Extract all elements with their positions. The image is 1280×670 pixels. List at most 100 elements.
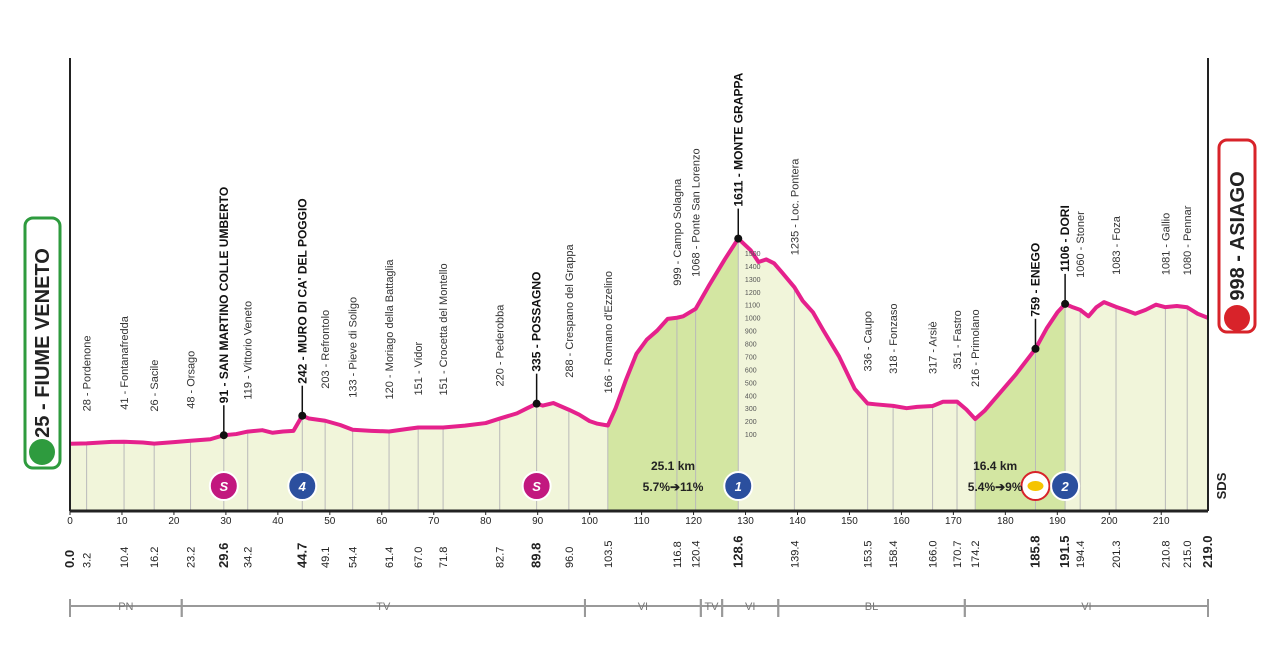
waypoint-label: 336 - Caupo	[863, 311, 875, 372]
badge-label: 2	[1060, 479, 1069, 494]
waypoint-km: 10.4	[119, 547, 131, 568]
badge-label: S	[219, 479, 228, 494]
waypoint-label: 203 - Refrontolo	[320, 310, 332, 389]
climb-length: 16.4 km	[973, 459, 1017, 473]
waypoint-km: 23.2	[186, 547, 198, 568]
waypoint-km: 174.2	[970, 540, 982, 568]
waypoint-label: 133 - Pieve di Soligo	[348, 297, 360, 398]
endpoint-km: 219.0	[1200, 535, 1215, 568]
waypoint-km: 191.5	[1057, 535, 1072, 568]
climb-area	[975, 303, 1066, 511]
y-tick-label: 1200	[745, 290, 761, 297]
x-tick-label: 30	[220, 516, 232, 527]
waypoint-dot	[1061, 299, 1070, 308]
y-tick-label: 1300	[745, 277, 761, 284]
waypoint-km: 54.4	[348, 547, 360, 568]
x-tick-label: 170	[945, 516, 962, 527]
badge	[723, 471, 754, 501]
waypoint-label: 1235 - Loc. Pontera	[789, 158, 801, 256]
badge	[287, 471, 318, 501]
waypoint-label: 151 - Crocetta del Montello	[438, 263, 450, 395]
x-tick-label: 90	[532, 516, 544, 527]
waypoint-km: 210.8	[1160, 540, 1172, 568]
waypoint-km: 89.8	[529, 543, 544, 568]
waypoint-label: 242 - MURO DI CA' DEL POGGIO	[295, 198, 309, 383]
y-tick-label: 1500	[745, 251, 761, 258]
y-tick-label: 900	[745, 329, 757, 336]
waypoint-km: 3.2	[82, 553, 94, 568]
climb-length: 25.1 km	[651, 459, 695, 473]
waypoint-km: 215.0	[1182, 540, 1194, 568]
region-label: TV	[376, 601, 391, 613]
finish-icon	[1224, 305, 1250, 331]
x-tick-label: 60	[376, 516, 388, 527]
x-tick-label: 40	[272, 516, 284, 527]
x-tick-label: 190	[1049, 516, 1066, 527]
y-tick-label: 100	[745, 432, 757, 439]
waypoint-dot	[532, 399, 541, 408]
endpoint-km: 0.0	[62, 550, 77, 568]
waypoint-km: 201.3	[1111, 540, 1123, 568]
waypoint-label: 216 - Primolano	[970, 309, 982, 387]
waypoint-km: 185.8	[1027, 535, 1042, 568]
waypoint-label: 91 - SAN MARTINO COLLE UMBERTO	[217, 187, 231, 403]
waypoint-label: 120 - Moriago della Battaglia	[384, 259, 396, 400]
badge-logo	[1027, 481, 1044, 491]
x-tick-label: 210	[1153, 516, 1170, 527]
x-tick-label: 140	[789, 516, 806, 527]
finish-box	[1217, 138, 1257, 334]
waypoint-km: 61.4	[384, 547, 396, 568]
region-label: VI	[638, 601, 648, 613]
logo: SDS	[1214, 472, 1229, 499]
waypoint-label: 26 - Sacile	[149, 360, 161, 412]
climb-gradient: 5.7%➔11%	[643, 480, 704, 494]
waypoint-dot	[1031, 344, 1040, 353]
x-tick-label: 20	[168, 516, 180, 527]
waypoint-label: 318 - Fonzaso	[888, 304, 900, 374]
x-tick-label: 110	[634, 516, 650, 527]
waypoint-km: 67.0	[413, 547, 425, 568]
y-tick-label: 500	[745, 380, 757, 387]
waypoint-km: 139.4	[789, 540, 801, 568]
waypoint-label: 1611 - MONTE GRAPPA	[731, 72, 745, 206]
y-tick-label: 1400	[745, 264, 761, 271]
waypoint-label: 220 - Pederobba	[495, 304, 507, 387]
start-icon	[29, 439, 55, 465]
waypoint-km: 96.0	[564, 547, 576, 568]
y-tick-label: 800	[745, 342, 757, 349]
x-tick-label: 180	[997, 516, 1014, 527]
profile-line	[69, 236, 1209, 446]
waypoint-label: 48 - Orsago	[186, 351, 198, 409]
waypoint-label: 351 - Fastro	[952, 310, 964, 369]
finish-label: 998 - ASIAGO	[1227, 171, 1249, 300]
waypoint-label: 759 - ENEGO	[1028, 243, 1042, 317]
waypoint-km: 194.4	[1075, 540, 1087, 568]
waypoint-dot	[734, 234, 743, 243]
waypoint-km: 82.7	[495, 547, 507, 568]
waypoint-label: 1106 - DORI	[1058, 205, 1072, 272]
badge-label: 1	[735, 479, 742, 494]
y-tick-label: 600	[745, 367, 757, 374]
waypoint-label: 28 - Pordenone	[82, 336, 94, 412]
y-tick-label: 1100	[745, 303, 760, 310]
badge-label: 4	[298, 479, 307, 494]
waypoint-label: 1080 - Pennar	[1182, 205, 1194, 275]
region-label: VI	[745, 601, 755, 613]
region-label: VI	[1081, 601, 1091, 613]
waypoint-km: 158.4	[888, 540, 900, 568]
y-tick-label: 1000	[745, 316, 761, 323]
region-label: PN	[118, 601, 133, 613]
waypoint-label: 1083 - Foza	[1111, 215, 1123, 275]
waypoint-km: 29.6	[216, 543, 231, 568]
waypoint-km: 71.8	[438, 547, 450, 568]
waypoint-label: 288 - Crespano del Grappa	[564, 244, 576, 378]
x-tick-label: 120	[685, 516, 702, 527]
x-tick-label: 70	[428, 516, 440, 527]
badge	[208, 471, 239, 501]
x-tick-label: 10	[116, 516, 128, 527]
x-tick-label: 50	[324, 516, 336, 527]
waypoint-km: 16.2	[149, 547, 161, 568]
x-tick-label: 100	[581, 516, 598, 527]
x-tick-label: 150	[841, 516, 858, 527]
